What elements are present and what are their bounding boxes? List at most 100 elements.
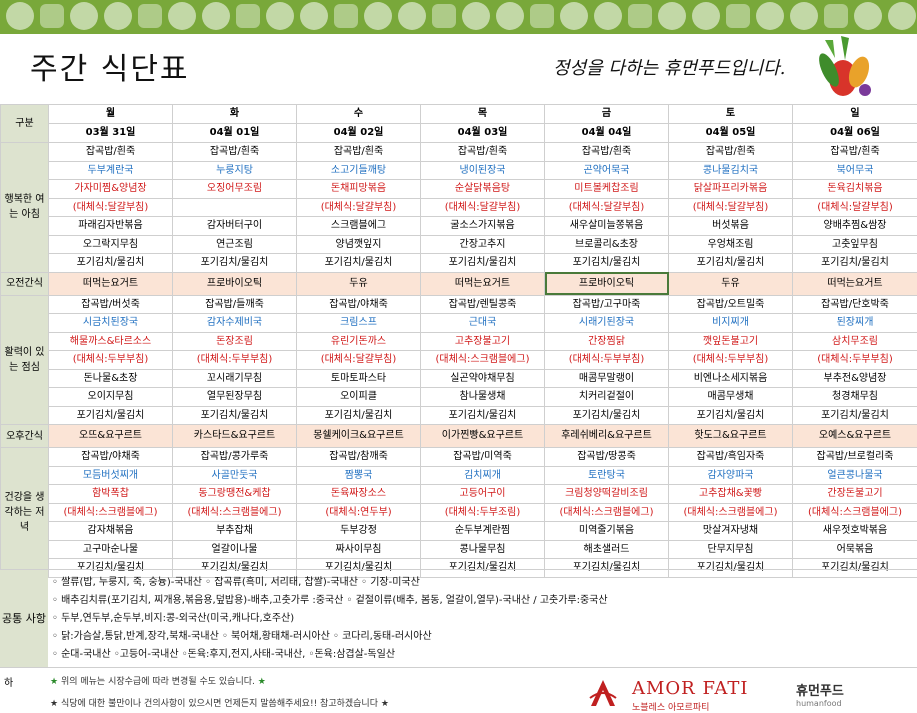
menu-item: (대체식:연두부) [296,502,421,522]
humanfood-name: 휴먼푸드 [796,684,844,699]
menu-item: 포기김치/물김치 [668,405,793,425]
day-header: 일 [792,104,917,124]
menu-item: 잡곡밥/야채죽 [296,294,421,314]
menu-item: 새우살미늘쫑볶음 [544,216,669,236]
star-icon: ★ [257,677,266,687]
menu-item: 잡곡밥/참깨죽 [296,447,421,467]
date-header: 04월 04일 [544,123,669,143]
menu-item: 유린기돈까스 [296,331,421,351]
menu-item: (대체식:스크램블에그) [668,502,793,522]
menu-item: 돈육김치볶음 [792,179,917,199]
banner-vegetable-icon [790,2,818,30]
menu-item: 간장돈불고기 [792,484,917,504]
day-header: 목 [420,104,545,124]
menu-item: 모듬버섯찌개 [48,465,173,485]
amor-fati-logo: AMOR FATI 노블레스 아모르파티 [580,676,770,713]
menu-item: 김치찌개 [420,465,545,485]
note-line: ◦ 배추김치류(포기김치, 찌개용,볶음용,덮밥용)-배추,고춧가루 :중국산 … [52,595,608,606]
menu-item: 잡곡밥/흰죽 [668,142,793,162]
menu-item: 미역줄기볶음 [544,521,669,541]
menu-item: 오이지무침 [48,387,173,407]
footer-label: 하 [4,678,14,689]
banner-vegetable-icon [854,2,882,30]
note-line: ◦ 두부,연두부,순두부,비지:콩-외국산(미국,캐나다,호주산) [52,613,295,624]
menu-item: 닭살파프리카볶음 [668,179,793,199]
menu-item: 누룽지탕 [172,160,297,180]
star-icon: ★ [50,699,59,709]
menu-item: 고추장불고기 [420,331,545,351]
menu-item: 동그랑땡전&케찹 [172,484,297,504]
banner-vegetable-icon [432,4,456,28]
menu-item: 부추잡채 [172,521,297,541]
menu-item: 순두부계란찜 [420,521,545,541]
menu-item: 콩나물김치국 [668,160,793,180]
menu-item: 잡곡밥/흑임자죽 [668,447,793,467]
menu-item: 포기김치/물김치 [544,405,669,425]
menu-item: 포기김치/물김치 [420,405,545,425]
notes-label: 공통 사항 [0,570,48,667]
menu-item: 참나물생채 [420,387,545,407]
banner-vegetable-icon [756,2,784,30]
menu-item: (대체식:스크램블에그) [792,502,917,522]
snack-item: 몽쉘케이크&요구르트 [296,424,421,448]
banner-vegetable-icon [6,2,34,30]
menu-item: 포기김치/물김치 [48,253,173,273]
menu-item: 양배추찜&쌈장 [792,216,917,236]
menu-item: 매콤무말랭이 [544,368,669,388]
menu-item: 포기김치/물김치 [792,405,917,425]
menu-item: 해물까스&타르소스 [48,331,173,351]
menu-item: 두부계란국 [48,160,173,180]
banner-vegetable-icon [40,4,64,28]
menu-item: 돈나물&초장 [48,368,173,388]
meal-label: 건강을 생각하는 저녁 [0,447,49,578]
menu-item: 시금치된장국 [48,313,173,333]
menu-item: 비지찌개 [668,313,793,333]
banner-vegetable-icon [530,4,554,28]
menu-item: (대체식:스크램블에그) [420,350,545,370]
snack-item: 프로바이오틱 [172,271,297,296]
menu-item: (대체식:달걀부침) [792,197,917,217]
menu-item: 버섯볶음 [668,216,793,236]
menu-item: 꼬시래기무침 [172,368,297,388]
menu-item: (대체식:달걀부침) [48,197,173,217]
menu-item: 열무된장무침 [172,387,297,407]
menu-item: (대체식:스크램블에그) [544,502,669,522]
menu-item: 우엉채조림 [668,234,793,254]
menu-item: 잡곡밥/흰죽 [172,142,297,162]
snack-item: 오예스&요구르트 [792,424,917,448]
menu-item: 잡곡밥/브로컬리죽 [792,447,917,467]
menu-item: 곤약어묵국 [544,160,669,180]
menu-item: 짬뽕국 [296,465,421,485]
menu-item: 단무지무침 [668,539,793,559]
menu-item: 오징어무조림 [172,179,297,199]
menu-item: 깻잎돈불고기 [668,331,793,351]
snack-item: 떠먹는요거트 [792,271,917,296]
menu-item: 비엔나소세지볶음 [668,368,793,388]
menu-item: 잡곡밥/흰죽 [792,142,917,162]
menu-item: 부추전&양념장 [792,368,917,388]
menu-item: 냉이된장국 [420,160,545,180]
corner-label: 구분 [0,104,49,143]
menu-item: 시래기된장국 [544,313,669,333]
banner-vegetable-icon [462,2,490,30]
snack-item: 떠먹는요거트 [48,271,173,296]
day-header: 토 [668,104,793,124]
footer-notice-text: 위의 메뉴는 시장수급에 따라 변경될 수도 있습니다. [60,677,255,687]
menu-item: (대체식:두부부침) [792,350,917,370]
footer-feedback-text: 식당에 대한 불만이나 건의사항이 있으시면 언제든지 말씀해주세요!! 참고하… [60,699,378,709]
menu-item: 실곤약야채무침 [420,368,545,388]
menu-item: (대체식:두부부침) [544,350,669,370]
menu-item: 감자채볶음 [48,521,173,541]
menu-item: 잡곡밥/렌틸콩죽 [420,294,545,314]
menu-item: 연근조림 [172,234,297,254]
banner-vegetable-icon [726,4,750,28]
menu-item: 잡곡밥/흰죽 [544,142,669,162]
banner-vegetable-icon [560,2,588,30]
menu-item: 미트볼케찹조림 [544,179,669,199]
snack-item: 카스타드&요구르트 [172,424,297,448]
menu-item: 된장찌개 [792,313,917,333]
amor-fati-name: AMOR FATI [632,678,749,699]
meal-label: 행복한 여는 아침 [0,142,49,273]
banner-vegetable-icon [824,4,848,28]
menu-item: 포기김치/물김치 [296,558,421,578]
